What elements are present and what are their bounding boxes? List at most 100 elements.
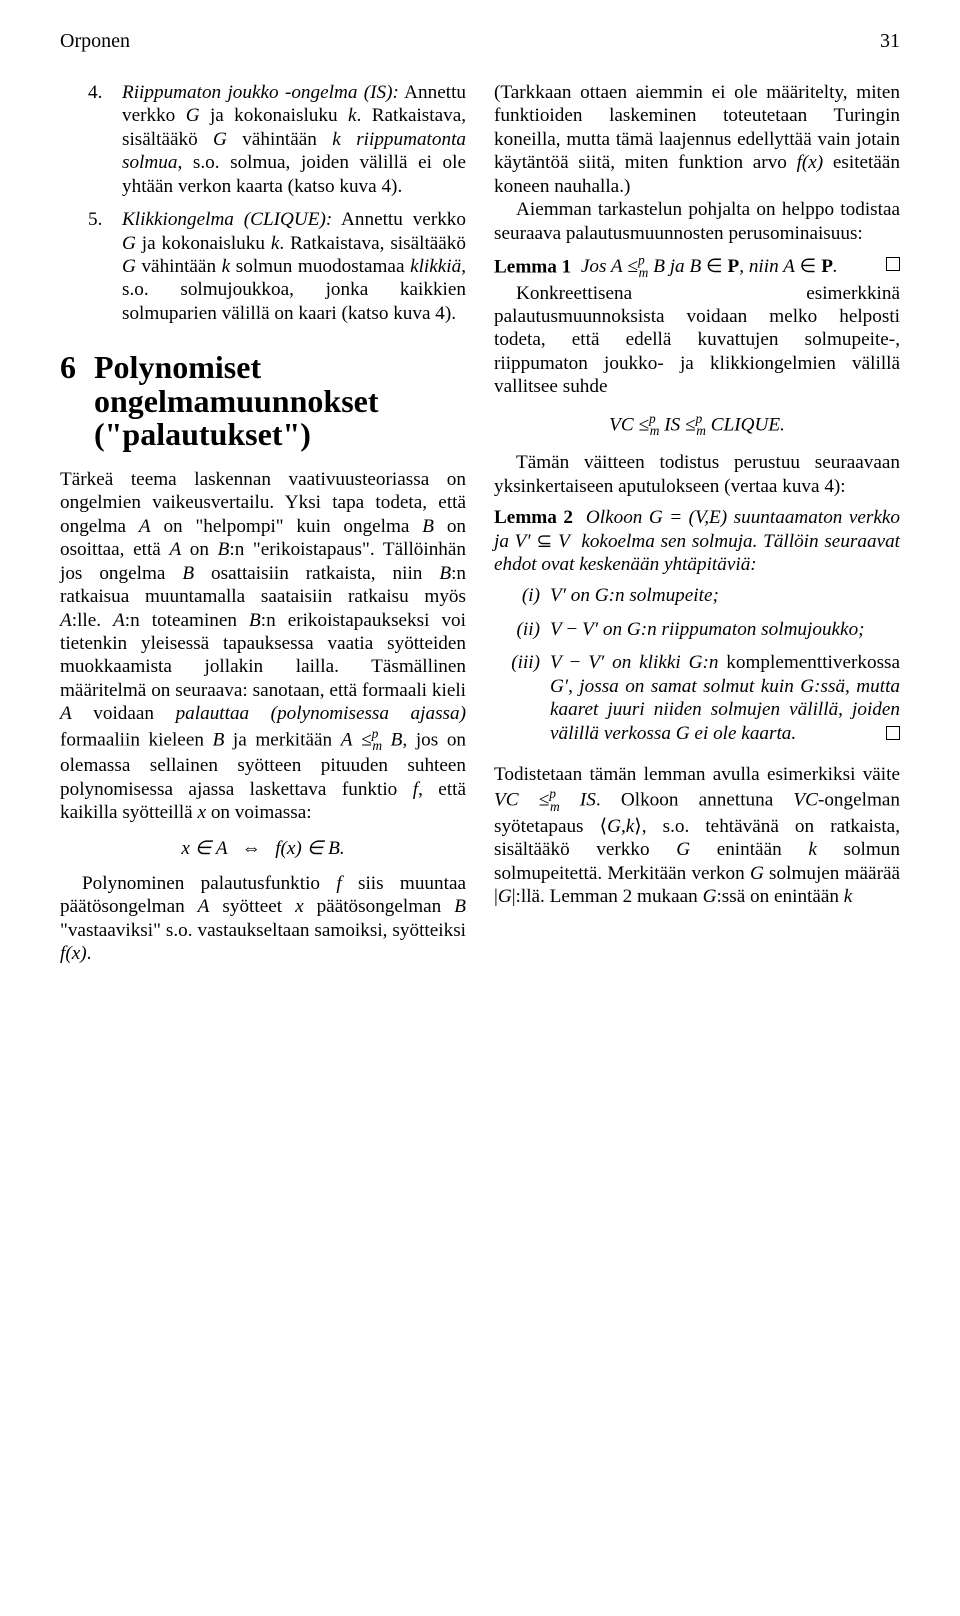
lemma-label: Lemma 2 bbox=[494, 507, 573, 528]
text: komplementtiverkossa bbox=[726, 652, 900, 673]
list-number: (iii) bbox=[494, 651, 550, 745]
list-number: (i) bbox=[494, 584, 550, 607]
list-item-i: (i) V′ on G:n solmupeite; bbox=[494, 584, 900, 607]
math: G bbox=[676, 839, 690, 860]
math: G bbox=[122, 233, 136, 254]
math: G′ bbox=[550, 676, 568, 697]
math: ∈ bbox=[800, 256, 817, 277]
math: m bbox=[372, 738, 382, 753]
text: , jossa on samat solmut kuin bbox=[568, 676, 800, 697]
math: x bbox=[197, 802, 206, 823]
math: B bbox=[182, 563, 194, 584]
text: "vastaaviksi" s.o. vastaukseltaan samoik… bbox=[60, 920, 466, 941]
math: G bbox=[627, 619, 641, 640]
math: IS ≤ bbox=[659, 414, 695, 435]
math: k bbox=[808, 839, 817, 860]
display-equation: VC ≤pm IS ≤pm CLIQUE. bbox=[494, 411, 900, 440]
text: ("palautukset") bbox=[94, 416, 311, 452]
text: palauttaa (polynomisessa ajassa) bbox=[176, 703, 466, 724]
math: A bbox=[60, 610, 72, 631]
math: x bbox=[295, 896, 304, 917]
math: k bbox=[332, 129, 341, 150]
math: IS bbox=[580, 790, 596, 811]
math: V bbox=[550, 619, 562, 640]
text: :lle. bbox=[72, 610, 113, 631]
math: VC ≤ bbox=[609, 414, 649, 435]
lemma-1: Lemma 1 Jos A ≤pm B ja B ∈ P, niin A ∈ P… bbox=[494, 253, 900, 282]
text: Riippumaton joukko -ongelma (IS): bbox=[122, 82, 399, 103]
page-number: 31 bbox=[880, 30, 900, 53]
math: G bbox=[595, 585, 609, 606]
paragraph: (Tarkkaan ottaen aiemmin ei ole määritel… bbox=[494, 81, 900, 198]
paragraph: Polynominen palautusfunktio f siis muunt… bbox=[60, 872, 466, 966]
math: G bbox=[213, 129, 227, 150]
math: ≤ bbox=[361, 729, 372, 750]
math: B bbox=[391, 729, 403, 750]
math: − bbox=[567, 619, 578, 640]
list-item-iii: (iii) V − V′ on klikki G:n komplementtiv… bbox=[494, 651, 900, 745]
text: ongelmamuunnokset bbox=[94, 383, 379, 419]
math: B bbox=[439, 563, 451, 584]
text: Annettu verkko bbox=[332, 209, 466, 230]
list-item-ii: (ii) V − V′ on G:n riippumaton solmujouk… bbox=[494, 618, 900, 641]
text: Polynomiset bbox=[94, 349, 261, 385]
text: on klikki bbox=[604, 652, 688, 673]
math: CLIQUE. bbox=[706, 414, 785, 435]
text: vähintään bbox=[136, 256, 222, 277]
math: V bbox=[558, 531, 570, 552]
math: ≤ bbox=[539, 790, 550, 811]
section-heading: 6 Polynomiset ongelmamuunnokset ("palaut… bbox=[60, 351, 466, 452]
text: :n toteaminen bbox=[125, 610, 249, 631]
math: B bbox=[454, 896, 466, 917]
display-equation: x ∈ A ⇔ f(x) ∈ B. bbox=[60, 837, 466, 860]
qed-box-icon bbox=[886, 726, 900, 740]
lemma-label: Lemma 1 bbox=[494, 256, 571, 277]
text: Jos bbox=[581, 256, 611, 277]
section-title: Polynomiset ongelmamuunnokset ("palautuk… bbox=[94, 351, 379, 452]
math: f(x) bbox=[797, 152, 824, 173]
math: G bbox=[800, 676, 814, 697]
column-right: (Tarkkaan ottaen aiemmin ei ole määritel… bbox=[494, 81, 900, 966]
math: m bbox=[696, 423, 706, 438]
text: Polynominen palautusfunktio bbox=[82, 873, 336, 894]
math: B bbox=[213, 729, 225, 750]
text: päätösongelman bbox=[304, 896, 455, 917]
list-item-4: 4. Riippumaton joukko -ongelma (IS): Ann… bbox=[88, 81, 466, 198]
text: . Ratkaistava, sisältääkö bbox=[279, 233, 466, 254]
math: G bbox=[703, 886, 717, 907]
text: . bbox=[833, 256, 838, 277]
text: on bbox=[181, 539, 217, 560]
math: m bbox=[550, 799, 560, 814]
math: ⊆ bbox=[536, 531, 552, 552]
text: :ssä on enintään bbox=[716, 886, 843, 907]
paragraph: Todistetaan tämän lemman avulla esimerki… bbox=[494, 763, 900, 909]
math: G = (V,E) bbox=[649, 507, 727, 528]
text: ja kokonaisluku bbox=[136, 233, 271, 254]
paragraph: Tämän väitteen todistus perustuu seuraav… bbox=[494, 451, 900, 498]
math: m bbox=[639, 265, 649, 280]
math: B bbox=[249, 610, 261, 631]
math: ∈ bbox=[706, 256, 723, 277]
lemma-2: Lemma 2 Olkoon G = (V,E) suuntaamaton ve… bbox=[494, 506, 900, 576]
math: G bbox=[676, 723, 690, 744]
paragraph: Konkreettisena esimerkkinä palautusmuunn… bbox=[494, 282, 900, 399]
math: G bbox=[186, 105, 200, 126]
text: solmun muodostamaa bbox=[230, 256, 410, 277]
math: V bbox=[550, 652, 562, 673]
math: V′ bbox=[588, 652, 604, 673]
text: . Olkoon annettuna bbox=[596, 790, 794, 811]
text: on voimassa: bbox=[206, 802, 312, 823]
qed-box-icon bbox=[886, 257, 900, 271]
math: ⇔ bbox=[242, 838, 261, 859]
math: A bbox=[113, 610, 125, 631]
math: A bbox=[611, 256, 623, 277]
column-left: 4. Riippumaton joukko -ongelma (IS): Ann… bbox=[60, 81, 466, 966]
text: . bbox=[87, 943, 92, 964]
text: kokoelma sen solmuja. Tällöin seuraavat … bbox=[494, 531, 900, 575]
math: − bbox=[570, 652, 581, 673]
text: ja bbox=[665, 256, 690, 277]
text: ja merkitään bbox=[224, 729, 340, 750]
running-head: Orponen bbox=[60, 30, 130, 53]
text: Todistetaan tämän lemman avulla esimerki… bbox=[494, 764, 900, 785]
math: f(x) bbox=[60, 943, 87, 964]
